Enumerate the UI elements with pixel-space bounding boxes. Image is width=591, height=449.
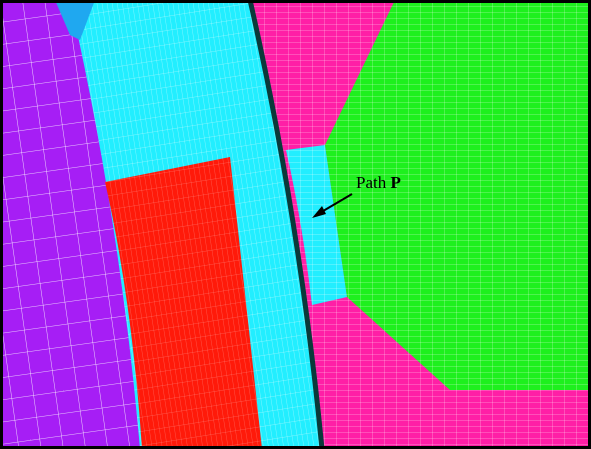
label-symbol: P <box>390 173 400 192</box>
mesh-figure: Path P <box>0 0 591 449</box>
label-prefix: Path <box>356 173 387 192</box>
page: Path P (() => { const data = JSON.parse(… <box>0 0 591 449</box>
path-label: Path P <box>356 173 401 192</box>
mesh <box>0 0 591 449</box>
